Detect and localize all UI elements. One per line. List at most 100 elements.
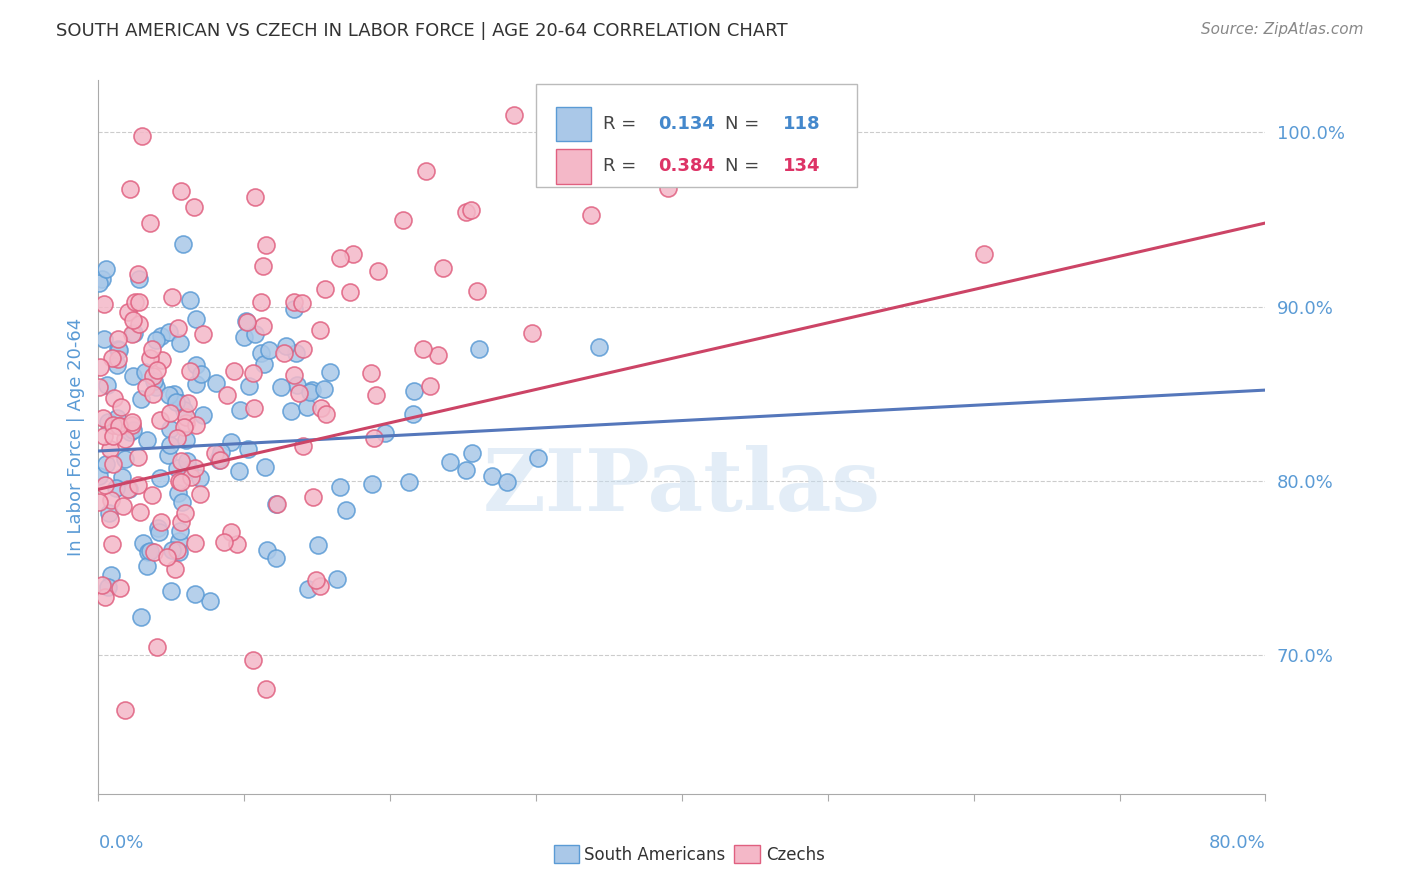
Point [128,505,150,519]
Point [256,543,278,558]
Point [170,396,193,410]
Point [121,415,143,429]
Point [148,521,170,535]
Point [226,537,249,551]
Point [101,458,124,472]
Point [94,590,117,604]
Point [173,420,195,434]
Point [285,345,308,359]
Point [145,333,167,347]
Point [105,358,128,372]
Point [139,216,162,230]
Text: Source: ZipAtlas.com: Source: ZipAtlas.com [1201,22,1364,37]
Point [361,476,384,491]
Point [209,445,232,459]
Point [97,506,120,520]
Point [117,482,139,496]
Point [184,312,207,326]
Point [468,342,491,356]
Point [94,477,117,491]
Point [93,296,115,310]
Point [254,237,277,252]
Point [329,251,352,265]
Point [426,348,449,362]
Point [145,640,167,654]
Point [96,378,118,392]
Point [253,357,276,371]
Point [172,236,194,251]
Point [236,442,259,456]
Point [129,392,152,406]
Point [163,387,186,401]
Point [174,410,197,425]
Point [127,267,149,281]
Point [169,475,191,490]
Point [579,208,602,222]
Point [117,305,139,319]
Point [170,453,193,467]
Point [150,329,173,343]
Point [205,376,228,390]
Point [94,262,117,277]
Point [149,413,172,427]
Point [105,481,128,495]
Point [254,460,277,475]
FancyBboxPatch shape [554,846,579,863]
Point [159,421,181,435]
Point [108,418,131,433]
Point [135,559,157,574]
Point [101,417,124,432]
Point [128,271,150,285]
Point [208,450,231,465]
Point [273,345,295,359]
Point [148,470,170,484]
Point [228,403,250,417]
Point [132,536,155,550]
Point [683,157,706,171]
Point [91,578,114,592]
Point [374,426,396,441]
Point [139,543,162,558]
Point [274,339,297,353]
Text: 134: 134 [783,157,821,176]
Point [291,342,314,356]
Point [118,182,141,196]
Point [100,511,122,525]
Point [454,205,477,219]
Point [170,184,193,198]
Point [291,296,314,310]
Point [166,542,188,557]
FancyBboxPatch shape [555,107,591,141]
Point [285,377,308,392]
Point [111,499,134,513]
Point [186,417,208,432]
Point [108,581,131,595]
Point [179,293,201,307]
Point [283,301,305,316]
Point [212,535,235,549]
Text: 0.134: 0.134 [658,115,716,133]
Point [163,562,186,576]
Point [150,516,173,530]
Point [188,471,211,485]
Point [142,374,165,388]
Point [174,433,197,447]
Point [166,460,188,475]
Point [259,343,281,357]
Point [367,264,389,278]
Point [131,129,153,144]
Point [520,326,543,341]
Point [139,351,162,365]
Point [402,407,425,421]
Point [481,469,503,483]
Point [100,568,122,582]
Point [215,388,238,402]
Point [101,537,124,551]
Point [191,408,214,422]
Point [461,446,484,460]
FancyBboxPatch shape [555,149,591,184]
Point [169,336,191,351]
Point [245,190,267,204]
Point [249,346,271,360]
Point [190,367,212,381]
